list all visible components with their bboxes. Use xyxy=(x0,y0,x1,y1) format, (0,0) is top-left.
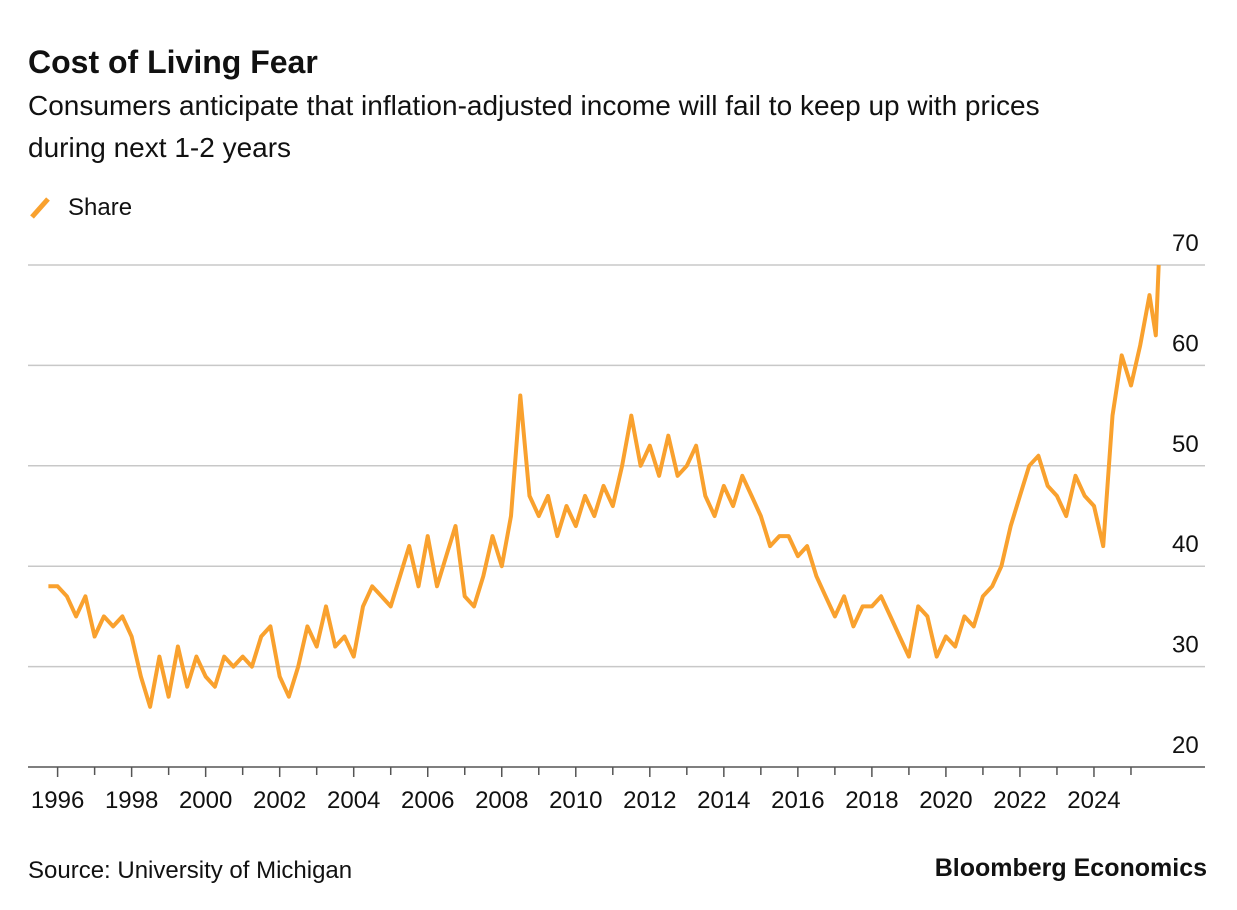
y-tick-label: 70 xyxy=(1172,230,1199,257)
x-tick-label: 2012 xyxy=(623,787,676,814)
subtitle-line: Consumers anticipate that inflation-adju… xyxy=(28,90,1040,121)
x-tick-label: 2004 xyxy=(327,787,380,814)
x-tick-label: 2016 xyxy=(771,787,824,814)
x-tick-label: 2018 xyxy=(845,787,898,814)
subtitle-line: during next 1-2 years xyxy=(28,132,291,163)
legend-label: Share xyxy=(68,194,132,221)
source: Source: University of Michigan xyxy=(28,857,352,884)
x-tick-label: 2014 xyxy=(697,787,750,814)
x-tick-label: 1998 xyxy=(105,787,158,814)
x-tick-label: 2020 xyxy=(919,787,972,814)
x-tick-label: 2006 xyxy=(401,787,454,814)
data-line xyxy=(48,264,1161,709)
x-tick-label: 2002 xyxy=(253,787,306,814)
chart-subtitle: Consumers anticipate that inflation-adju… xyxy=(28,90,1040,163)
x-tick-label: 2000 xyxy=(179,787,232,814)
chart-title: Cost of Living Fear xyxy=(28,44,318,80)
legend-swatch xyxy=(30,197,50,219)
credit: Bloomberg Economics xyxy=(935,854,1207,882)
x-tick-label: 2024 xyxy=(1067,787,1120,814)
x-tick-label: 1996 xyxy=(31,787,84,814)
x-tick-label: 2022 xyxy=(993,787,1046,814)
y-tick-label: 30 xyxy=(1172,632,1199,659)
x-tick-label: 2008 xyxy=(475,787,528,814)
x-tick-label: 2010 xyxy=(549,787,602,814)
y-tick-label: 20 xyxy=(1172,732,1199,759)
y-tick-label: 50 xyxy=(1172,431,1199,458)
y-tick-label: 60 xyxy=(1172,330,1199,357)
y-tick-label: 40 xyxy=(1172,531,1199,558)
